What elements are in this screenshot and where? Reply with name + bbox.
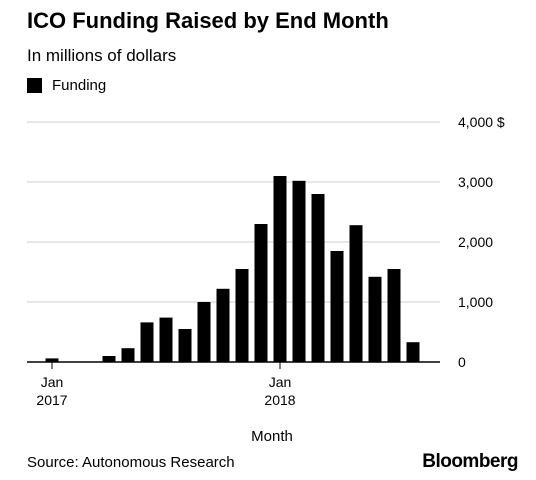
legend-label: Funding bbox=[52, 77, 107, 94]
bar bbox=[197, 302, 211, 362]
bar bbox=[368, 276, 382, 362]
bar bbox=[45, 358, 59, 362]
bar bbox=[216, 288, 230, 362]
source-note: Source: Autonomous Research bbox=[27, 454, 235, 471]
chart-title: ICO Funding Raised by End Month bbox=[27, 8, 389, 33]
x-tick-label-month: Jan bbox=[269, 374, 292, 390]
bar bbox=[140, 322, 154, 362]
bar bbox=[121, 348, 135, 362]
bar bbox=[254, 224, 268, 362]
bar bbox=[235, 269, 249, 362]
y-tick-label: 2,000 bbox=[458, 234, 493, 250]
bar bbox=[292, 180, 306, 362]
bar bbox=[406, 342, 420, 362]
bar bbox=[159, 317, 173, 362]
legend-swatch bbox=[27, 78, 42, 93]
x-tick-label-month: Jan bbox=[41, 374, 64, 390]
bar bbox=[178, 329, 192, 362]
bloomberg-logo: Bloomberg bbox=[422, 451, 518, 472]
x-tick-label-year: 2018 bbox=[264, 392, 295, 408]
bar bbox=[330, 251, 344, 362]
bar bbox=[387, 269, 401, 362]
bar bbox=[311, 194, 325, 362]
bar-chart: 0 1,000 2,000 3,000 4,000 $ Jan 2017 Jan 2018 Mon… bbox=[27, 114, 505, 445]
x-tick-label-year: 2017 bbox=[36, 392, 67, 408]
bar bbox=[273, 176, 287, 362]
x-axis-title: Month bbox=[251, 428, 293, 445]
bar bbox=[102, 356, 116, 362]
chart-subtitle: In millions of dollars bbox=[27, 46, 177, 65]
y-tick-label: 4,000 $ bbox=[458, 114, 505, 130]
legend: Funding bbox=[27, 77, 106, 94]
bar bbox=[349, 225, 363, 362]
y-tick-label: 3,000 bbox=[458, 174, 493, 190]
y-tick-label: 0 bbox=[458, 354, 466, 370]
y-tick-label: 1,000 bbox=[458, 294, 493, 310]
